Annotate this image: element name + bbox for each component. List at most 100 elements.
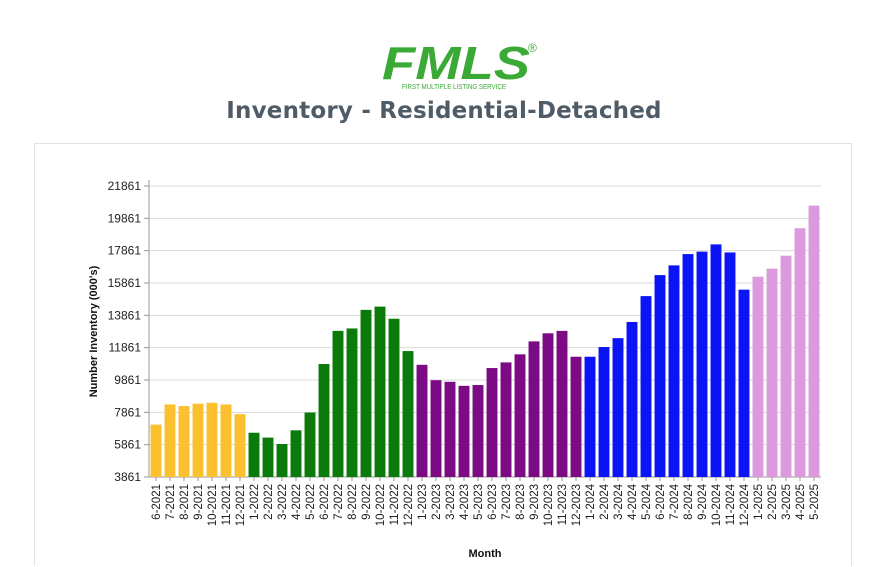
bar-12-2022 — [402, 351, 414, 477]
x-tick-label: 2-2023 — [431, 484, 443, 520]
y-tick-label: 13861 — [108, 308, 142, 322]
bar-6-2024 — [654, 275, 666, 477]
bar-2-2024 — [598, 347, 610, 477]
x-tick-label: 2-2024 — [599, 483, 611, 519]
x-tick-label: 8-2022 — [347, 484, 359, 520]
bar-3-2022 — [276, 444, 288, 477]
logo-registered-mark: ® — [528, 41, 537, 55]
x-tick-label: 3-2023 — [445, 484, 457, 520]
bar-8-2021 — [178, 406, 190, 477]
x-tick-label: 11-2022 — [389, 484, 401, 525]
x-tick-label: 3-2025 — [781, 484, 793, 520]
x-tick-label: 12-2022 — [403, 484, 415, 526]
bar-1-2022 — [248, 432, 260, 477]
page-title: Inventory - Residential-Detached — [226, 98, 662, 124]
x-tick-label: 6-2023 — [487, 484, 499, 520]
bar-1-2025 — [752, 276, 764, 477]
x-tick-label: 10-2023 — [543, 484, 555, 526]
chart-frame: 3861 5861 7861 9861 11861 13861 15861 17861 1986… — [34, 143, 852, 566]
x-tick-label: 3-2024 — [613, 483, 625, 519]
x-axis-title: Month — [469, 548, 502, 560]
y-tick-label: 21861 — [108, 179, 142, 193]
bar-5-2022 — [304, 412, 316, 477]
x-tick-label: 1-2023 — [417, 484, 429, 520]
x-tick-label: 3-2022 — [277, 484, 289, 520]
x-tick-label: 2-2025 — [767, 484, 779, 520]
y-axis-title: Number Inventory (000's) — [88, 265, 100, 397]
bar-5-2023 — [472, 385, 484, 477]
x-tick-label: 1-2022 — [249, 484, 261, 520]
x-tick-label: 10-2022 — [375, 484, 387, 526]
x-tick-label: 9-2024 — [697, 483, 709, 519]
bar-6-2021 — [150, 424, 162, 477]
bar-4-2025 — [794, 228, 806, 477]
bar-8-2024 — [682, 254, 694, 477]
x-tick-label: 9-2022 — [361, 484, 373, 520]
bar-10-2023 — [542, 333, 554, 477]
bar-8-2022 — [346, 328, 358, 477]
logo-tagline: FIRST MULTIPLE LISTING SERVICE — [402, 82, 506, 91]
x-tick-label: 4-2023 — [459, 484, 471, 520]
bar-10-2022 — [374, 306, 386, 477]
bar-11-2023 — [556, 330, 568, 477]
x-tick-label: 7-2021 — [165, 484, 177, 520]
y-tick-label: 9861 — [114, 373, 141, 387]
x-tick-label: 12-2023 — [571, 484, 583, 526]
bar-10-2024 — [710, 244, 722, 477]
x-tick-label: 5-2024 — [641, 483, 653, 519]
x-tick-label: 4-2025 — [795, 484, 807, 520]
x-tick-label: 10-2021 — [207, 484, 219, 526]
y-tick-label: 11861 — [109, 341, 142, 355]
x-tick-label: 8-2024 — [683, 483, 695, 519]
logo-wordmark: FMLS — [382, 37, 530, 89]
x-tick-label: 9-2021 — [193, 484, 205, 520]
bar-12-2024 — [738, 289, 750, 477]
y-tick-label: 17861 — [108, 244, 142, 258]
x-tick-label: 4-2022 — [291, 484, 303, 520]
bar-12-2021 — [234, 414, 246, 477]
bar-4-2022 — [290, 430, 302, 477]
x-tick-label: 12-2024 — [739, 483, 751, 526]
x-tick-label: 1-2024 — [585, 483, 597, 519]
bar-5-2025 — [808, 205, 820, 478]
bar-2-2022 — [262, 437, 274, 477]
x-tick-label: 6-2021 — [151, 484, 163, 520]
x-tick-label: 6-2024 — [655, 483, 667, 519]
bar-9-2024 — [696, 251, 708, 477]
x-tick-label: 6-2022 — [319, 484, 331, 520]
bar-11-2022 — [388, 318, 400, 477]
y-tick-label: 7861 — [114, 405, 141, 419]
bar-5-2024 — [640, 296, 652, 477]
x-tick-label: 1-2025 — [753, 484, 765, 520]
x-tick-label: 8-2021 — [179, 484, 191, 520]
bar-7-2023 — [500, 362, 512, 477]
bar-1-2023 — [416, 364, 428, 477]
x-tick-label: 5-2025 — [809, 484, 821, 520]
x-tick-label: 5-2022 — [305, 484, 317, 520]
bar-9-2023 — [528, 341, 540, 477]
y-tick-label: 5861 — [114, 438, 141, 452]
bar-3-2024 — [612, 338, 624, 477]
x-tick-label: 11-2024 — [725, 483, 737, 525]
x-tick-label: 2-2022 — [263, 484, 275, 520]
bar-12-2023 — [570, 356, 582, 477]
bar-9-2021 — [192, 403, 204, 477]
bar-4-2023 — [458, 385, 470, 477]
x-tick-label: 7-2024 — [669, 483, 681, 519]
bar-11-2021 — [220, 404, 232, 477]
bar-7-2022 — [332, 330, 344, 477]
bar-4-2024 — [626, 321, 638, 477]
x-tick-label: 9-2023 — [529, 484, 541, 520]
bar-9-2022 — [360, 309, 372, 477]
bar-6-2022 — [318, 364, 330, 477]
bar-7-2021 — [164, 404, 176, 477]
y-tick-label: 15861 — [108, 276, 142, 290]
x-tick-label: 10-2024 — [711, 483, 723, 526]
bar-2-2023 — [430, 380, 442, 477]
bar-3-2025 — [780, 255, 792, 477]
bar-1-2024 — [584, 356, 596, 477]
y-tick-label: 19861 — [108, 211, 142, 225]
bar-2-2025 — [766, 268, 778, 477]
bar-11-2024 — [724, 252, 736, 477]
x-tick-label: 4-2024 — [627, 483, 639, 519]
